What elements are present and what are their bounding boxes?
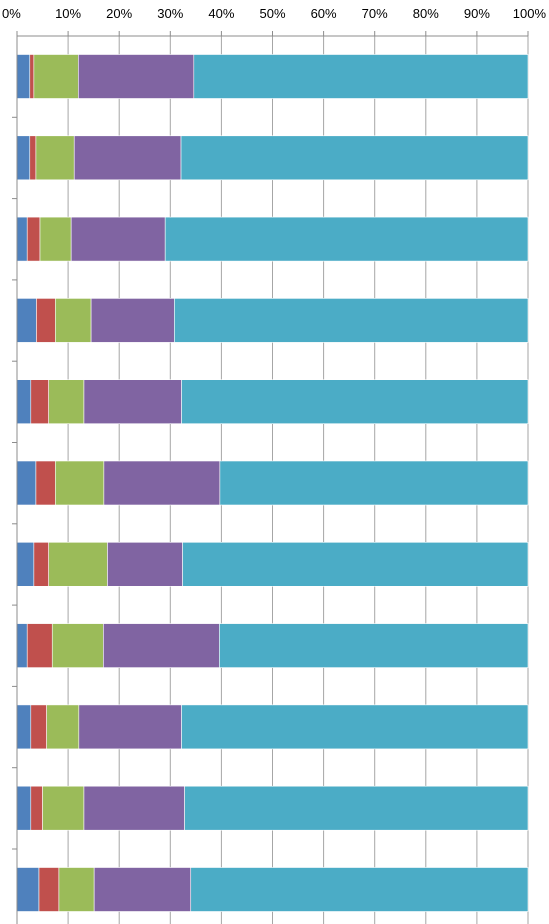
bar-row-10-series-3 bbox=[42, 785, 85, 831]
x-tick-label-5: 50% bbox=[259, 6, 285, 21]
bar-row-7-series-1 bbox=[16, 541, 35, 587]
bar-row-11-series-3 bbox=[58, 867, 95, 912]
bar-row-3-series-1 bbox=[16, 216, 28, 262]
bar-row-9-series-1 bbox=[16, 704, 32, 750]
x-tick-label-10: 100% bbox=[513, 6, 547, 21]
bar-row-2-series-5 bbox=[180, 135, 529, 181]
bar-row-3-series-2 bbox=[26, 216, 41, 262]
bar-row-5-series-2 bbox=[30, 379, 49, 425]
bar-row-7-series-2 bbox=[33, 541, 49, 587]
bar-row-10-series-1 bbox=[16, 785, 32, 831]
x-tick-label-1: 10% bbox=[55, 6, 81, 21]
bar-row-7-series-4 bbox=[107, 541, 183, 587]
bar-row-6-series-1 bbox=[16, 460, 37, 506]
bar-row-7-series-5 bbox=[182, 541, 529, 587]
bar-row-8-series-3 bbox=[51, 623, 104, 668]
bar-row-5-series-5 bbox=[181, 379, 529, 425]
bar-row-1-series-1 bbox=[16, 54, 31, 99]
bar-row-3-series-4 bbox=[70, 216, 166, 262]
axes bbox=[12, 31, 529, 924]
bar-row-2-series-1 bbox=[16, 135, 31, 181]
bar-row-4-series-1 bbox=[16, 298, 37, 343]
bar-row-7-series-3 bbox=[48, 541, 108, 587]
bar-row-6-series-3 bbox=[55, 460, 105, 506]
bar-row-4-series-2 bbox=[36, 298, 56, 343]
bar-row-1-series-5 bbox=[193, 54, 529, 99]
bar-row-1-series-2 bbox=[29, 54, 35, 99]
bar-row-1-series-3 bbox=[33, 54, 79, 99]
bar-row-8-series-2 bbox=[26, 623, 53, 668]
bar-row-10-series-2 bbox=[30, 785, 43, 831]
bar-row-9-series-3 bbox=[46, 704, 80, 750]
bar-row-11-series-5 bbox=[190, 867, 529, 912]
x-tick-label-0: 0% bbox=[2, 6, 21, 21]
bar-row-4-series-3 bbox=[55, 298, 92, 343]
x-tick-label-3: 30% bbox=[157, 6, 183, 21]
x-tick-label-2: 20% bbox=[106, 6, 132, 21]
bar-row-11-series-4 bbox=[93, 867, 192, 912]
bar-row-6-series-4 bbox=[103, 460, 221, 506]
bar-row-4-series-5 bbox=[174, 298, 529, 343]
bar-row-3-series-5 bbox=[164, 216, 529, 262]
bar-row-1-series-4 bbox=[78, 54, 195, 99]
bar-row-6-series-2 bbox=[35, 460, 56, 506]
x-tick-label-4: 40% bbox=[208, 6, 234, 21]
bar-row-5-series-3 bbox=[48, 379, 85, 425]
x-tick-label-8: 80% bbox=[413, 6, 439, 21]
bar-row-5-series-1 bbox=[16, 379, 32, 425]
bar-row-9-series-5 bbox=[181, 704, 529, 750]
bar-row-4-series-4 bbox=[90, 298, 175, 343]
bar-row-10-series-5 bbox=[184, 785, 529, 831]
x-tick-label-6: 60% bbox=[311, 6, 337, 21]
bar-row-5-series-4 bbox=[83, 379, 182, 425]
bar-row-8-series-1 bbox=[16, 623, 28, 668]
bar-row-2-series-4 bbox=[73, 135, 182, 181]
bar-row-8-series-4 bbox=[103, 623, 220, 668]
bar-row-3-series-3 bbox=[39, 216, 72, 262]
bar-row-8-series-5 bbox=[219, 623, 529, 668]
bar-row-11-series-2 bbox=[38, 867, 60, 912]
bar-row-11-series-1 bbox=[16, 867, 40, 912]
bars bbox=[16, 54, 529, 912]
bar-row-2-series-2 bbox=[29, 135, 37, 181]
x-tick-labels: 0% 10% 20% 30% 40% 50% 60% 70% 80% 90% 100% bbox=[2, 6, 546, 21]
bar-row-9-series-2 bbox=[30, 704, 47, 750]
bar-row-10-series-4 bbox=[83, 785, 185, 831]
x-tick-label-7: 70% bbox=[362, 6, 388, 21]
bar-row-9-series-4 bbox=[78, 704, 182, 750]
bar-row-6-series-5 bbox=[219, 460, 529, 506]
bar-row-2-series-3 bbox=[35, 135, 75, 181]
x-tick-label-9: 90% bbox=[464, 6, 490, 21]
